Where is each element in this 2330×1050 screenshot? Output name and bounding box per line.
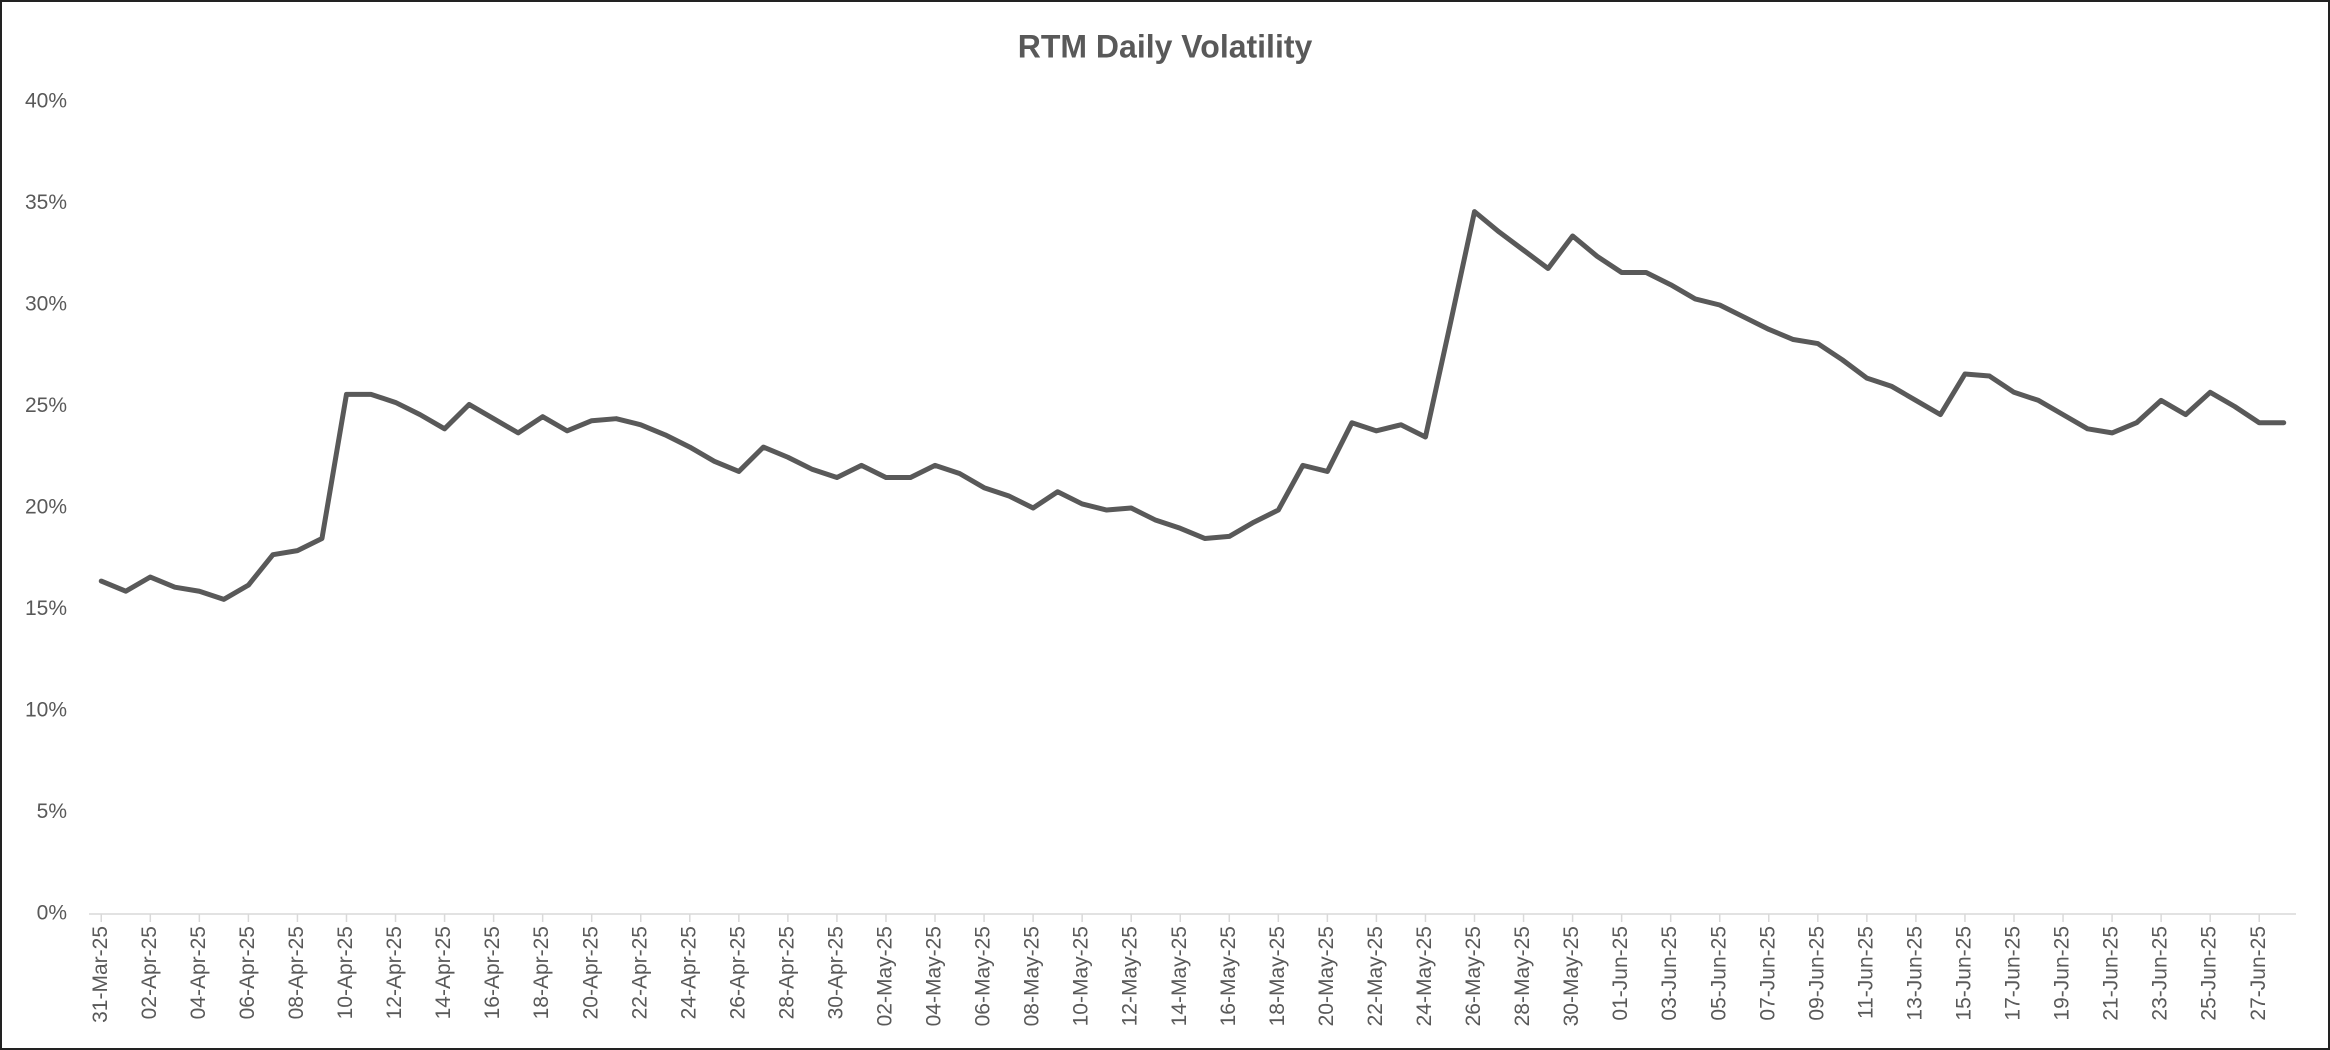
x-tick-label: 26-May-25 <box>1462 926 1485 1026</box>
y-tick-label: 15% <box>25 597 67 620</box>
x-tick-label: 03-Jun-25 <box>1658 926 1681 1021</box>
x-tick-label: 10-May-25 <box>1070 926 1093 1026</box>
x-tick-label: 12-May-25 <box>1119 926 1142 1026</box>
x-tick-label: 15-Jun-25 <box>1952 926 1975 1021</box>
x-tick-label: 06-Apr-25 <box>236 926 259 1019</box>
x-tick-label: 27-Jun-25 <box>2247 926 2270 1021</box>
x-tick-label: 31-Mar-25 <box>89 926 112 1023</box>
x-tick-label: 02-May-25 <box>874 926 897 1026</box>
x-tick-label: 10-Apr-25 <box>334 926 357 1019</box>
x-tick-label: 14-May-25 <box>1168 926 1191 1026</box>
y-tick-label: 40% <box>25 90 67 113</box>
x-tick-label: 20-May-25 <box>1315 926 1338 1026</box>
x-tick-label: 22-May-25 <box>1364 926 1387 1026</box>
x-tick-label: 02-Apr-25 <box>138 926 161 1019</box>
x-tick-label: 30-Apr-25 <box>824 926 847 1019</box>
x-tick-label: 23-Jun-25 <box>2149 926 2172 1021</box>
y-tick-label: 20% <box>25 496 67 519</box>
y-tick-label: 0% <box>37 902 67 925</box>
x-tick-label: 16-Apr-25 <box>481 926 504 1019</box>
x-tick-label: 24-May-25 <box>1413 926 1436 1026</box>
x-tick-label: 16-May-25 <box>1217 926 1240 1026</box>
x-tick-label: 26-Apr-25 <box>726 926 749 1019</box>
chart-title: RTM Daily Volatility <box>1018 28 1313 64</box>
x-tick-label: 30-May-25 <box>1560 926 1583 1026</box>
x-tick-label: 11-Jun-25 <box>1854 926 1877 1019</box>
x-tick-label: 22-Apr-25 <box>628 926 651 1019</box>
x-tick-label: 08-May-25 <box>1021 926 1044 1026</box>
x-tick-label: 04-Apr-25 <box>187 926 210 1019</box>
y-tick-label: 25% <box>25 394 67 417</box>
x-tick-label: 24-Apr-25 <box>677 926 700 1019</box>
x-tick-label: 01-Jun-25 <box>1609 926 1632 1021</box>
x-tick-label: 21-Jun-25 <box>2100 926 2123 1021</box>
x-tick-label: 05-Jun-25 <box>1707 926 1730 1021</box>
x-tick-label: 07-Jun-25 <box>1756 926 1779 1021</box>
y-tick-label: 10% <box>25 699 67 722</box>
x-tick-label: 17-Jun-25 <box>2002 926 2025 1021</box>
x-tick-label: 28-Apr-25 <box>775 926 798 1019</box>
line-series <box>98 209 2287 602</box>
x-tick-label: 04-May-25 <box>923 926 946 1026</box>
x-tick-label: 13-Jun-25 <box>1903 926 1926 1021</box>
x-tick-label: 14-Apr-25 <box>432 926 455 1019</box>
y-tick-label: 35% <box>25 191 67 214</box>
y-tick-label: 5% <box>37 800 67 823</box>
x-tick-label: 25-Jun-25 <box>2198 926 2221 1021</box>
x-tick-label: 09-Jun-25 <box>1805 926 1828 1021</box>
x-tick-label: 08-Apr-25 <box>285 926 308 1019</box>
x-tick-label: 12-Apr-25 <box>383 926 406 1019</box>
x-tick-label: 18-Apr-25 <box>530 926 553 1019</box>
y-tick-label: 30% <box>25 293 67 316</box>
x-tick-label: 06-May-25 <box>972 926 995 1026</box>
x-tick-label: 20-Apr-25 <box>579 926 602 1019</box>
x-tick-label: 28-May-25 <box>1511 926 1534 1026</box>
x-tick-label: 19-Jun-25 <box>2051 926 2074 1021</box>
x-tick-label: 18-May-25 <box>1266 926 1289 1026</box>
